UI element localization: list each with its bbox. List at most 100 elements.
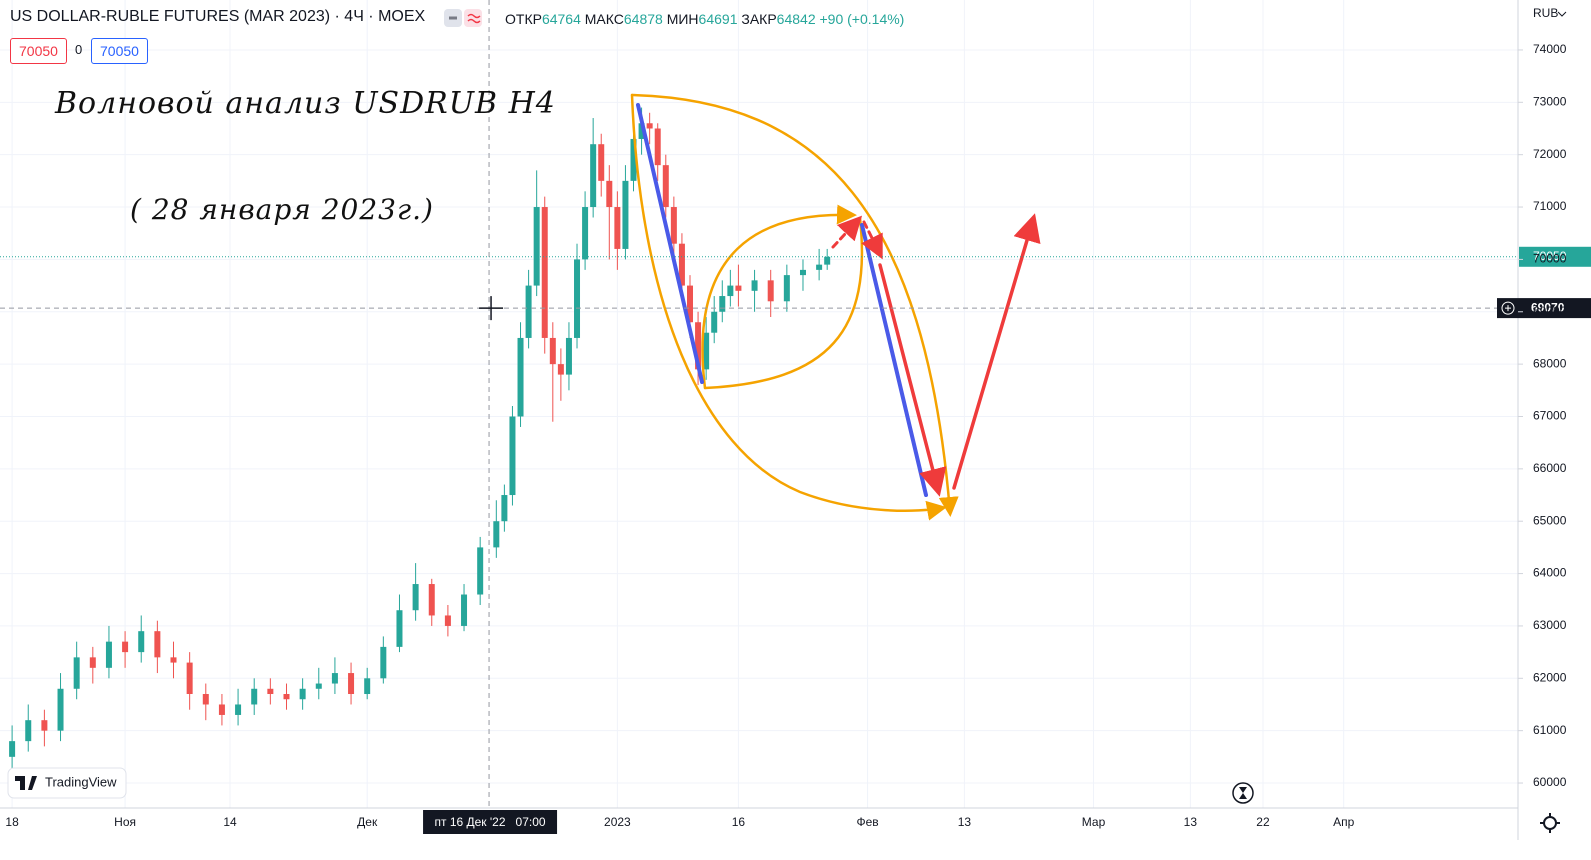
x-tick-label: 16 (732, 815, 746, 829)
logo-text: TradingView (45, 774, 117, 789)
candle-body (646, 123, 653, 129)
y-tick-label: 65000 (1533, 513, 1567, 527)
y-tick-label: 72000 (1533, 147, 1567, 161)
ohlc-label: ЗАКР (741, 11, 777, 27)
candle-body (283, 694, 290, 700)
y-tick-label: 60000 (1533, 775, 1567, 789)
candle-body (461, 594, 468, 626)
crosshair-plus (1501, 301, 1515, 315)
candle-body (444, 615, 451, 626)
candle-body (138, 631, 145, 653)
candle-body (549, 337, 556, 365)
y-tick-label: 64000 (1533, 566, 1567, 580)
wave-arrow (878, 263, 947, 497)
x-tick-label: Фев (856, 815, 878, 829)
wave-curve (703, 216, 864, 390)
candle-body (751, 280, 758, 291)
y-tick-label: 63000 (1533, 618, 1567, 632)
candle-body (412, 584, 419, 611)
candle-body (687, 285, 693, 323)
candle-body (170, 657, 177, 663)
wave-line (636, 103, 704, 384)
ohlc-value: 64878 (623, 11, 663, 27)
crosshair-cursor (479, 296, 504, 321)
candle-body (678, 243, 685, 286)
spread: 0 (75, 42, 83, 57)
candle-body (315, 683, 322, 689)
x-tick-label: 22 (1256, 815, 1270, 829)
settings-icon[interactable] (1540, 813, 1560, 833)
y-tick-label: 62000 (1533, 670, 1567, 684)
candle-body (565, 337, 572, 375)
candle-body (41, 720, 48, 731)
candle-body (9, 741, 16, 757)
candle-body (799, 269, 806, 276)
y-tick-label: 69000 (1533, 304, 1567, 318)
x-tick-label: Мар (1082, 815, 1106, 829)
candle-body (89, 657, 96, 668)
symbol-title[interactable]: US DOLLAR-RUBLE FUTURES (MAR 2023) · 4Ч … (10, 8, 426, 25)
y-tick-label: 71000 (1533, 199, 1567, 213)
candle-body (186, 662, 193, 695)
x-tick-label: 13 (958, 815, 972, 829)
candle-body (598, 144, 605, 181)
sell-button[interactable]: 70050 (10, 38, 67, 64)
candle-body (73, 657, 80, 689)
candle-body (493, 521, 500, 548)
candle-body (783, 275, 790, 302)
ohlc-change: +90 (+0.14%) (819, 11, 905, 27)
candle-body (590, 144, 597, 208)
drawings (630, 93, 1041, 521)
candle-body (711, 311, 718, 333)
candle-body (638, 123, 645, 139)
candle-body (235, 704, 242, 715)
wave-arrow (861, 220, 883, 260)
candle-body (541, 207, 548, 338)
candle-body (735, 285, 742, 291)
candle-body (695, 322, 702, 370)
candle-body (364, 678, 371, 695)
candle-body (299, 688, 306, 700)
wave-curve (630, 93, 947, 521)
candle-body (767, 280, 774, 302)
buy-button[interactable]: 70050 (91, 38, 148, 64)
candle-body (428, 584, 435, 616)
candle-body (824, 256, 831, 265)
candle-body (202, 694, 209, 705)
candle-body (614, 207, 621, 249)
candle-body (348, 673, 355, 695)
candle-body (703, 332, 710, 370)
replay-icon (1232, 782, 1254, 804)
tv-logo: TradingView (7, 767, 127, 799)
x-tick-label: 14 (223, 815, 237, 829)
candle-body (525, 285, 532, 338)
last-price-box (1519, 246, 1591, 267)
candle-body (727, 285, 734, 297)
candle-body (816, 264, 823, 270)
y-tick-label: 66000 (1533, 461, 1567, 475)
grid (0, 0, 1518, 808)
unit-caret (1557, 11, 1567, 17)
ohlc-label: ОТКР (505, 11, 542, 27)
annotation: ( 28 января 2023г.) (130, 193, 434, 226)
candle-body (380, 646, 387, 679)
y-tick-label: 74000 (1533, 42, 1567, 56)
ohlc-value: 64691 (698, 11, 738, 27)
ohlc-value: 64842 (776, 11, 816, 27)
candle-body (396, 610, 403, 647)
overlay: 70050 69070 пт 16 Дек '22 07:00 (0, 0, 1591, 834)
candle-body (122, 641, 129, 653)
price-unit: RUB (1533, 6, 1558, 20)
candle-body (57, 688, 64, 731)
candle-body (509, 416, 516, 496)
y-tick-label: 61000 (1533, 723, 1567, 737)
crosshair-price-label: 69070 (1531, 300, 1565, 314)
candle-body (582, 207, 589, 260)
x-tick-label: Дек (357, 815, 378, 829)
candle-body (105, 641, 112, 668)
wave-line (860, 223, 928, 497)
y-tick-label: 67000 (1533, 409, 1567, 423)
ohlc-legend: ОТКР64764 МАКС64878 МИН64691 ЗАКР64842 +… (505, 11, 904, 27)
last-price-label: 70050 (1533, 249, 1567, 263)
